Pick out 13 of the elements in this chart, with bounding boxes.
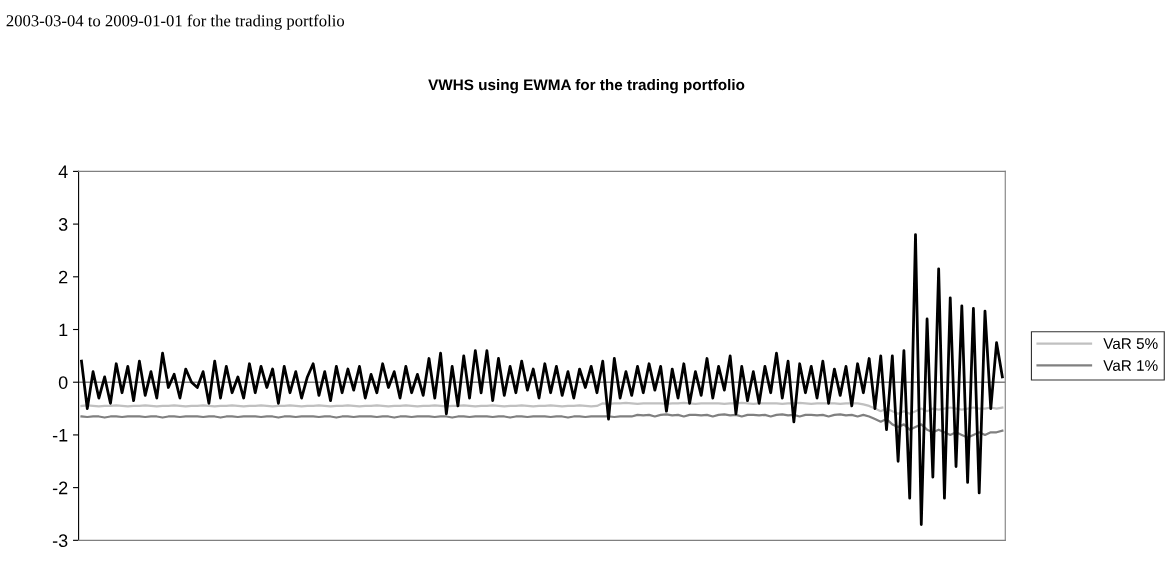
y-tick-label: 0 — [58, 376, 68, 389]
chart-title: VWHS using EWMA for the trading portfolio — [428, 78, 745, 94]
line-series — [80, 401, 1004, 415]
y-tick-label: 2 — [59, 270, 68, 284]
legend-label: VaR 1% — [1103, 360, 1158, 371]
y-tick-label: -3 — [52, 534, 68, 548]
y-tick-label: -2 — [52, 481, 68, 495]
y-tick-label: 4 — [58, 165, 68, 178]
y-tick-label: -1 — [52, 429, 68, 442]
text: 2003-03-04 to 2009-01-01 for the trading portfolio — [6, 14, 345, 30]
legend-label: VaR 5% — [1103, 338, 1158, 350]
y-tick-label: 1 — [59, 323, 68, 337]
y-tick-label: 3 — [58, 218, 68, 231]
